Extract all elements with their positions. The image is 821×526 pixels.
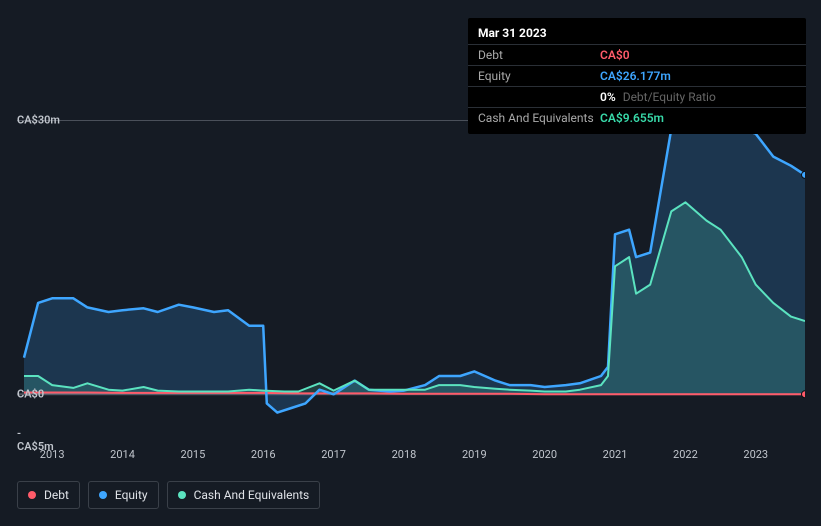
tooltip-row: EquityCA$26.177m [468,65,806,86]
x-axis-tick: 2022 [673,448,698,461]
legend-dot-icon [99,491,107,499]
tooltip-row-value: CA$26.177m [600,69,671,83]
legend-item-cash[interactable]: Cash And Equivalents [167,481,321,509]
chart-svg [17,120,805,440]
x-axis-tick: 2021 [603,448,628,461]
x-axis-tick: 2018 [392,448,417,461]
tooltip-row-label: Debt [478,48,600,62]
legend-dot-icon [178,491,186,499]
tooltip-row: DebtCA$0 [468,44,806,65]
tooltip-row-value: 0% Debt/Equity Ratio [600,90,716,104]
legend-dot-icon [28,491,36,499]
chart-tooltip: Mar 31 2023 DebtCA$0EquityCA$26.177m0% D… [468,18,806,134]
tooltip-row-value: CA$9.655m [600,111,664,125]
tooltip-row-sub: Debt/Equity Ratio [620,90,716,104]
x-axis: 2013 2014 2015 2016 2017 2018 2019 2020 2021 2022… [17,448,805,468]
x-axis-tick: 2016 [251,448,276,461]
legend-item-debt[interactable]: Debt [17,481,80,509]
chart-plot-area: CA$0CA$30m-CA$5m [17,120,805,440]
tooltip-row-label: Equity [478,69,600,83]
x-axis-tick: 2023 [743,448,768,461]
legend: Debt Equity Cash And Equivalents [17,481,320,509]
legend-item-equity[interactable]: Equity [88,481,159,509]
tooltip-row-value: CA$0 [600,48,630,62]
x-axis-tick: 2020 [532,448,557,461]
legend-label: Cash And Equivalents [194,488,310,502]
x-axis-tick: 2015 [181,448,206,461]
tooltip-row-label [478,90,600,104]
tooltip-row: Cash And EquivalentsCA$9.655m [468,107,806,128]
tooltip-row-label: Cash And Equivalents [478,111,600,125]
legend-label: Debt [44,488,69,502]
x-axis-tick: 2014 [110,448,135,461]
x-axis-tick: 2019 [462,448,487,461]
x-axis-tick: 2017 [321,448,346,461]
x-axis-tick: 2013 [40,448,65,461]
legend-label: Equity [115,488,148,502]
tooltip-row: 0% Debt/Equity Ratio [468,86,806,107]
tooltip-date: Mar 31 2023 [468,24,806,44]
